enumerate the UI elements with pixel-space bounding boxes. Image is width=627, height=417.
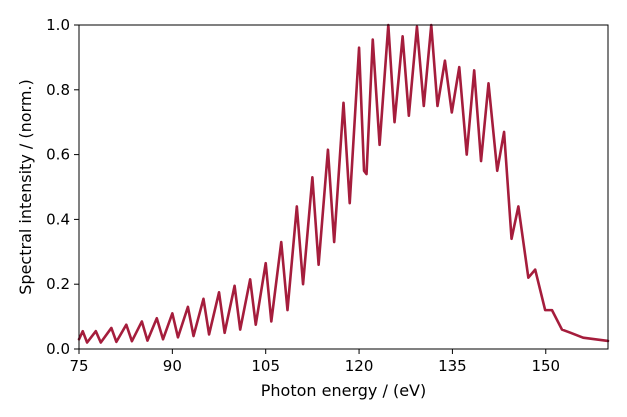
x-tick-label: 150 <box>531 357 560 375</box>
x-tick-label: 135 <box>438 357 467 375</box>
x-tick-label: 75 <box>69 357 88 375</box>
y-tick-label: 0.0 <box>46 340 70 358</box>
y-axis-label: Spectral intensity / (norm.) <box>16 79 35 294</box>
y-axis-ticks: 0.0 0.2 0.4 0.6 0.8 1.0 <box>46 16 79 358</box>
y-tick-label: 1.0 <box>46 16 70 34</box>
y-tick-label: 0.4 <box>46 210 70 228</box>
x-axis-label: Photon energy / (eV) <box>261 381 426 400</box>
x-tick-label: 90 <box>163 357 182 375</box>
plot-area <box>79 25 608 349</box>
y-tick-label: 0.2 <box>46 275 70 293</box>
plot-frame <box>78 24 609 350</box>
y-tick-label: 0.6 <box>46 146 70 164</box>
x-tick-label: 120 <box>345 357 374 375</box>
x-tick-label: 105 <box>251 357 280 375</box>
y-tick-label: 0.8 <box>46 81 70 99</box>
x-axis-ticks: 75 90 105 120 135 150 <box>69 349 560 375</box>
spectrum-line <box>77 23 610 344</box>
